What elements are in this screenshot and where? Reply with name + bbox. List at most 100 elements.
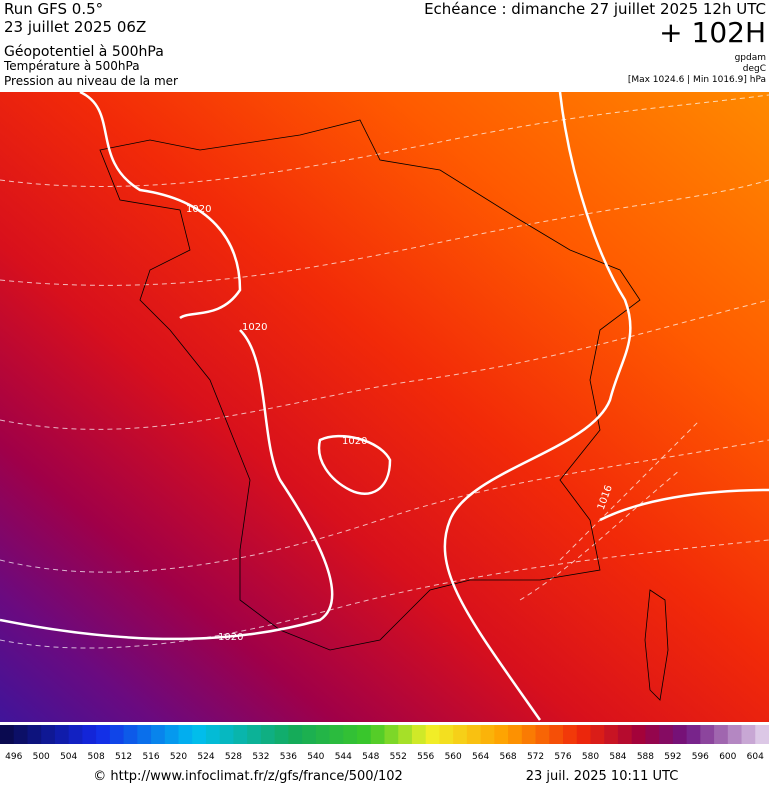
colorbar-label: 576: [554, 752, 571, 762]
colorbar-cell: [604, 725, 619, 744]
run-title: Run GFS 0.5°: [4, 0, 103, 18]
colorbar-cell: [466, 725, 482, 744]
colorbar-cell: [137, 725, 152, 744]
colorbar-cell: [549, 725, 564, 744]
colorbar-cell: [41, 725, 56, 744]
colorbar-label: 528: [225, 752, 242, 762]
colorbar-label: 520: [170, 752, 187, 762]
colorbar-cell: [617, 725, 633, 744]
colorbar-cell: [13, 725, 28, 744]
field-title: Géopotentiel à 500hPa: [4, 44, 164, 60]
colorbar-cell: [521, 725, 537, 744]
colorbar-cell: [398, 725, 413, 744]
colorbar-label: 584: [609, 752, 626, 762]
isobar-label: 1020: [218, 632, 243, 643]
colorbar-cell: [151, 725, 166, 744]
colorbar-cell: [357, 725, 372, 744]
colorbar-cell: [82, 725, 97, 744]
colorbar-cell: [109, 725, 125, 744]
colorbar-cell: [302, 725, 317, 744]
colorbar-cell: [714, 725, 729, 744]
temperature-field: [0, 92, 769, 722]
colorbar-cell: [576, 725, 591, 744]
colorbar-cell: [645, 725, 660, 744]
colorbar-cell: [480, 725, 495, 744]
colorbar-cell: [590, 725, 605, 744]
colorbar-cell: [274, 725, 289, 744]
colorbar-cell: [631, 725, 646, 744]
colorbar-cell: [288, 725, 303, 744]
colorbar-cell: [96, 725, 111, 744]
colorbar-label: 496: [5, 752, 22, 762]
run-date: 23 juillet 2025 06Z: [4, 18, 146, 36]
colorbar-label: 604: [747, 752, 764, 762]
timestamp: 23 juil. 2025 10:11 UTC: [526, 769, 679, 784]
source-url: © http://www.infoclimat.fr/z/gfs/france/…: [93, 769, 403, 784]
colorbar-label: 588: [637, 752, 654, 762]
colorbar-label: 580: [582, 752, 599, 762]
colorbar-label: 544: [335, 752, 352, 762]
colorbar-cell: [54, 725, 70, 744]
colorbar-cell: [659, 725, 674, 744]
colorbar-label: 572: [527, 752, 544, 762]
lead-time: + 102H: [659, 16, 766, 49]
colorbar-label: 536: [280, 752, 297, 762]
colorbar-cell: [192, 725, 207, 744]
colorbar-cell: [233, 725, 248, 744]
colorbar-label: 524: [197, 752, 214, 762]
isobars: [0, 90, 769, 721]
colorbar-cell: [672, 725, 688, 744]
colorbar-label: 512: [115, 752, 132, 762]
colorbar-cell: [494, 725, 509, 744]
isotherms: [0, 94, 769, 649]
valid-time: Echéance : dimanche 27 juillet 2025 12h …: [424, 0, 766, 18]
colorbar-label: 504: [60, 752, 77, 762]
colorbar-cell: [0, 725, 15, 744]
colorbar-label: 564: [472, 752, 489, 762]
isobar-label: 1020: [186, 204, 211, 215]
colorbar-label: 508: [88, 752, 105, 762]
field-title: Pression au niveau de la mer: [4, 74, 178, 88]
colorbar-cell: [755, 725, 769, 744]
colorbar-cell: [164, 725, 180, 744]
colorbar-label: 556: [417, 752, 434, 762]
colorbar-cell: [727, 725, 743, 744]
colorbar-cell: [260, 725, 276, 744]
map: 1020 1020 1020 1020 1016: [0, 90, 769, 722]
colorbar-cell: [411, 725, 427, 744]
colorbar-label: 552: [390, 752, 407, 762]
colorbar-cell: [370, 725, 385, 744]
colorbar: 496 500 504 508 512 516 520 524 528 532 536 540 544 5…: [0, 725, 769, 762]
colorbar-cell: [741, 725, 756, 744]
colorbar-cell: [563, 725, 578, 744]
colorbar-cell: [686, 725, 701, 744]
colorbar-label: 560: [445, 752, 462, 762]
colorbar-cell: [205, 725, 221, 744]
colorbar-cell: [508, 725, 523, 744]
colorbar-cell: [439, 725, 454, 744]
colorbar-cell: [219, 725, 234, 744]
isobar-label: 1020: [242, 322, 267, 333]
colorbar-cell: [315, 725, 331, 744]
colorbar-cell: [123, 725, 138, 744]
colorbar-cell: [178, 725, 193, 744]
colorbar-label: 540: [307, 752, 324, 762]
colorbar-label: 592: [664, 752, 681, 762]
colorbar-cell: [384, 725, 399, 744]
colorbar-cell: [453, 725, 468, 744]
colorbar-label: 548: [362, 752, 379, 762]
unit: gpdam: [735, 53, 766, 63]
colorbar-label: 600: [719, 752, 736, 762]
colorbar-cell: [329, 725, 344, 744]
colorbar-label: 500: [33, 752, 50, 762]
colorbar-cell: [535, 725, 550, 744]
colorbar-cell: [700, 725, 715, 744]
colorbar-label: 532: [252, 752, 269, 762]
coastline: [99, 119, 669, 701]
colorbar-label: 596: [692, 752, 709, 762]
colorbar-cell: [247, 725, 262, 744]
field-title: Température à 500hPa: [3, 59, 140, 73]
colorbar-label: 568: [499, 752, 516, 762]
colorbar-cell: [343, 725, 358, 744]
unit: degC: [743, 64, 766, 74]
